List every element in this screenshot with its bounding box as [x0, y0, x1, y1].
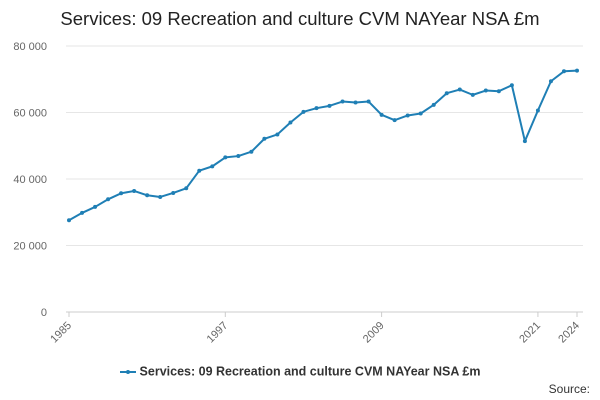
data-point — [288, 120, 293, 125]
y-tick-label: 40 000 — [13, 174, 47, 186]
data-point — [314, 106, 319, 111]
data-point — [184, 186, 189, 191]
grid-layer — [66, 45, 583, 246]
series-line — [68, 69, 578, 222]
data-point — [457, 87, 462, 92]
data-point — [431, 102, 436, 107]
data-point — [106, 197, 111, 202]
y-tick-label: 20 000 — [13, 241, 47, 253]
data-point — [301, 109, 306, 114]
x-tick-label: 1985 — [48, 320, 74, 346]
data-point — [496, 89, 501, 94]
legend-swatch-marker — [125, 369, 130, 374]
y-tick-label: 60 000 — [13, 108, 47, 120]
data-point — [171, 190, 176, 195]
x-tick-label: 2024 — [556, 320, 582, 346]
y-tick-label: 0 — [41, 307, 47, 319]
legend[interactable]: Services: 09 Recreation and culture CVM … — [0, 364, 600, 379]
data-point — [223, 155, 228, 160]
data-point — [340, 99, 345, 104]
data-point — [132, 188, 137, 193]
data-point — [93, 204, 98, 209]
legend-series-swatch — [119, 366, 136, 378]
data-point — [236, 154, 241, 159]
legend-series-label: Services: 09 Recreation and culture CVM … — [139, 364, 481, 379]
data-point — [353, 100, 358, 105]
data-point — [119, 191, 124, 196]
source-label: Source: — [548, 382, 590, 396]
data-point — [249, 149, 254, 154]
data-point — [80, 210, 85, 215]
x-tick-label: 1997 — [205, 320, 231, 346]
chart-title: Services: 09 Recreation and culture CVM … — [60, 8, 540, 29]
data-point — [561, 69, 566, 74]
data-point — [158, 194, 163, 199]
x-tick-label: 2021 — [517, 320, 543, 346]
data-point — [483, 88, 488, 93]
data-point — [470, 92, 475, 97]
data-point — [575, 68, 579, 73]
data-point — [67, 218, 71, 223]
data-point — [145, 193, 150, 198]
data-point — [535, 108, 540, 113]
data-point — [327, 103, 332, 108]
data-point — [548, 79, 553, 84]
x-axis: 1985 1997 2009 2021 2024 — [48, 311, 583, 346]
data-point — [405, 113, 410, 118]
data-point — [418, 111, 423, 116]
data-point — [522, 139, 527, 144]
data-point — [392, 118, 397, 123]
y-tick-label: 80 000 — [13, 41, 47, 53]
data-point — [509, 83, 514, 88]
data-point — [444, 91, 449, 96]
data-point — [197, 168, 202, 173]
data-point — [275, 132, 280, 137]
data-point — [210, 164, 215, 169]
series-layer — [67, 68, 579, 223]
y-axis-tick-labels: 0 20 000 40 000 60 000 80 000 — [13, 41, 47, 319]
x-tick-label: 2009 — [361, 320, 387, 346]
data-point — [366, 99, 371, 104]
data-point — [379, 112, 384, 117]
data-point — [262, 136, 267, 141]
